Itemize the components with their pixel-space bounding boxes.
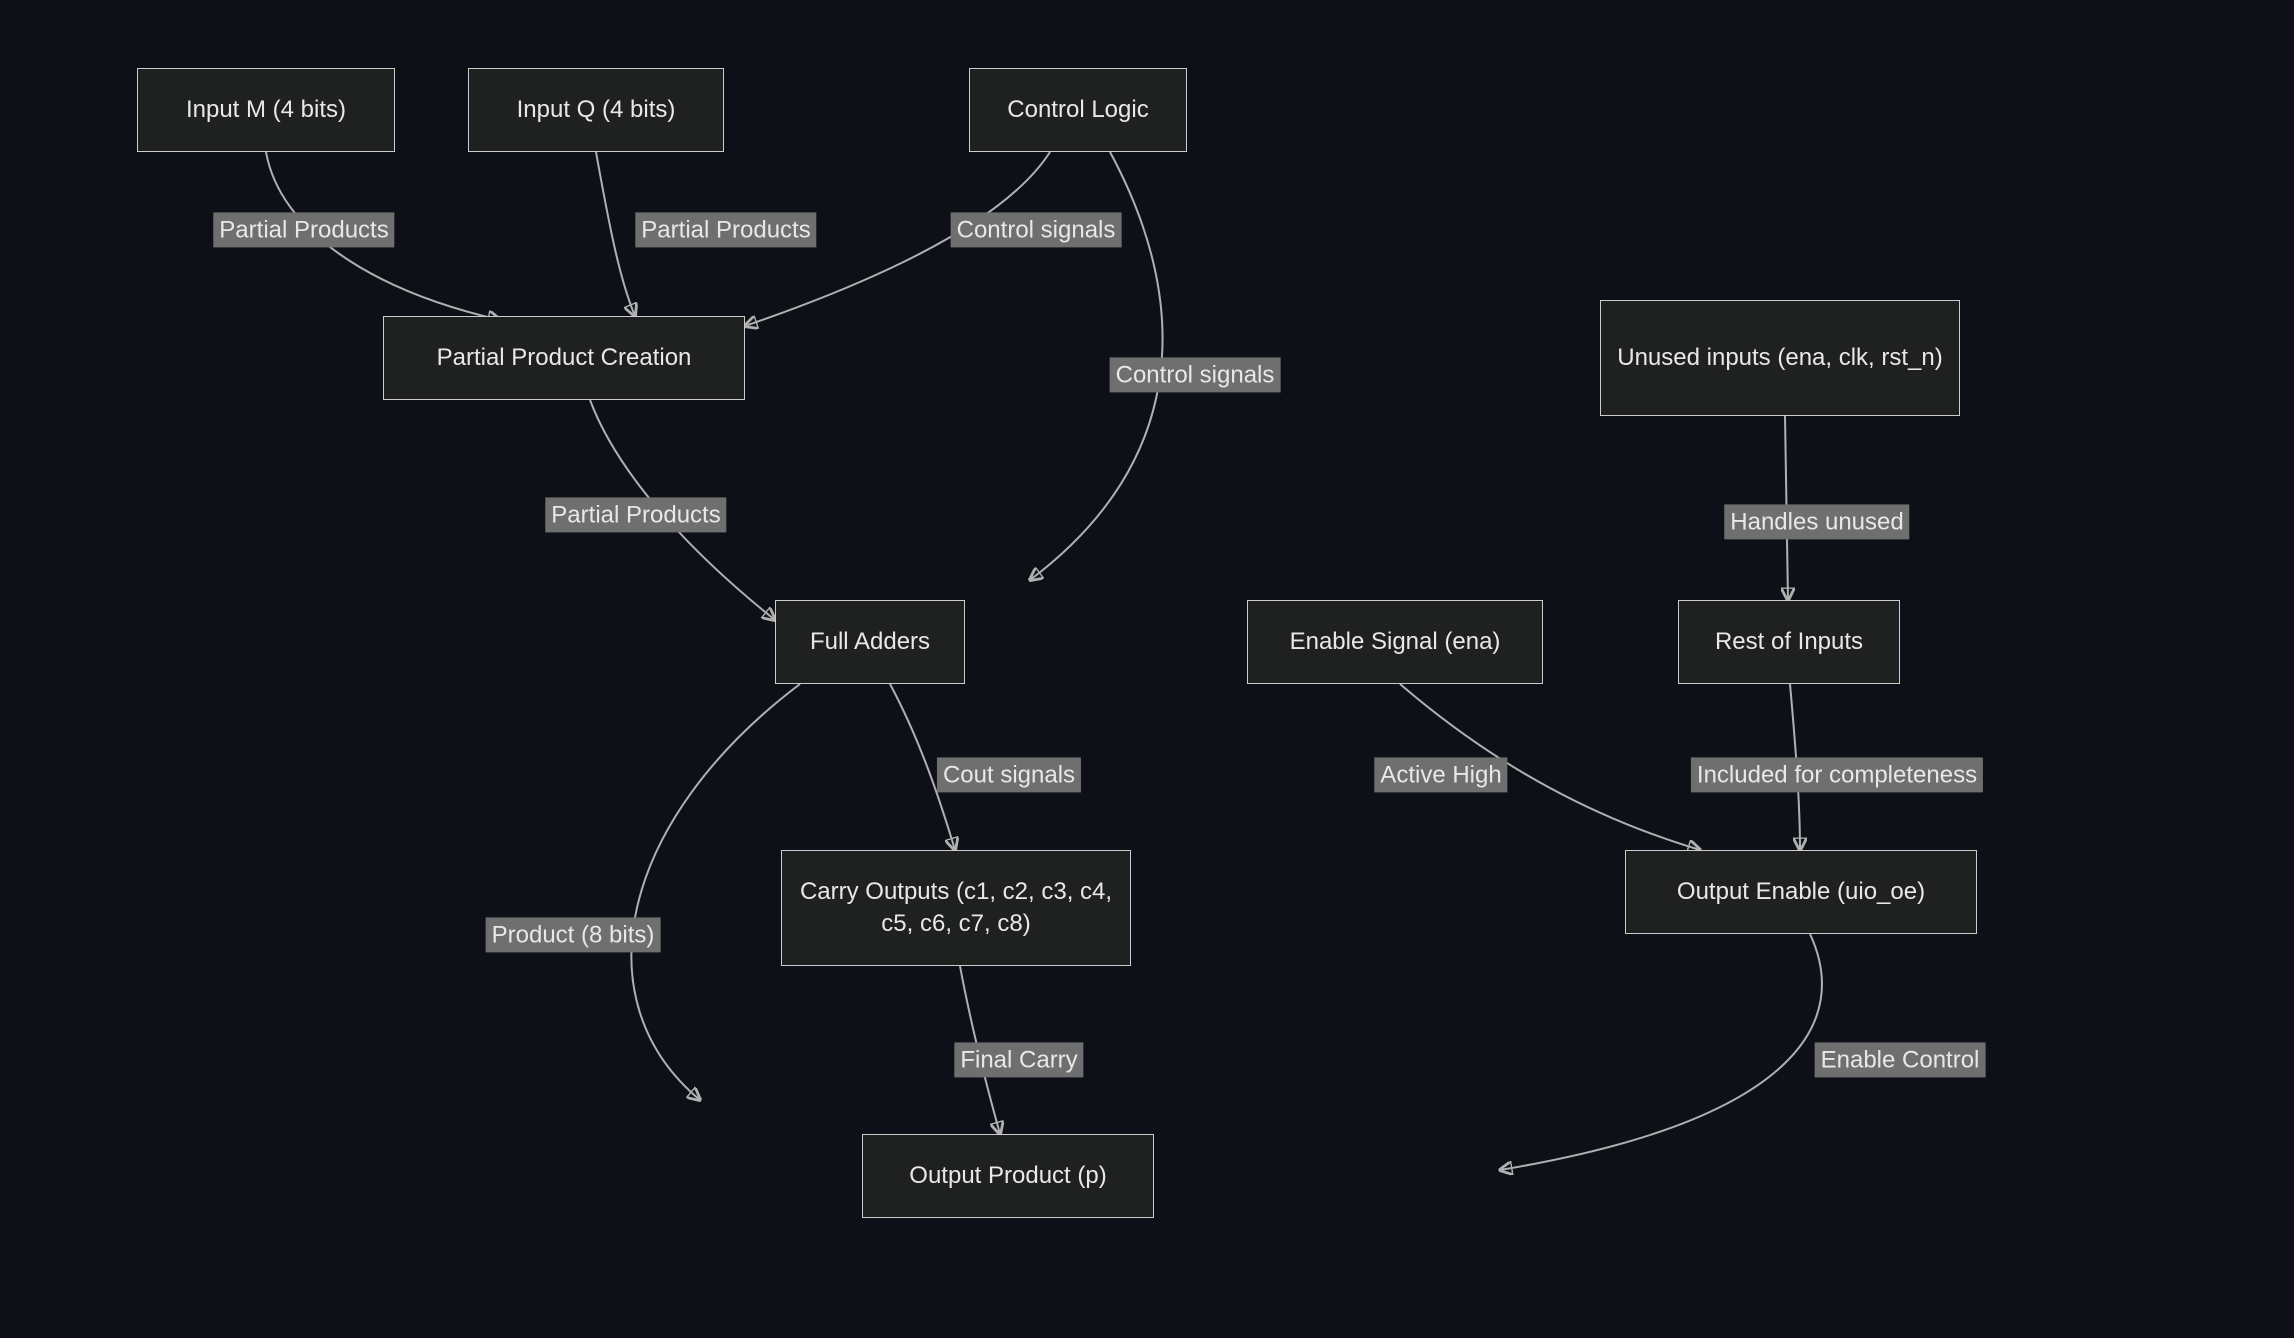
node-label: Partial Product Creation	[437, 342, 692, 374]
edge-label-ppc-fa: Partial Products	[545, 497, 726, 532]
edge-fa-product	[631, 684, 800, 1100]
node-carry: Carry Outputs (c1, c2, c3, c4, c5, c6, c…	[781, 850, 1131, 966]
edge-label-carry-product: Final Carry	[954, 1042, 1083, 1077]
node-fa: Full Adders	[775, 600, 965, 684]
edge-label-ctrl-ppc: Control signals	[951, 212, 1122, 247]
node-product: Output Product (p)	[862, 1134, 1154, 1218]
node-unused: Unused inputs (ena, clk, rst_n)	[1600, 300, 1960, 416]
node-label: Control Logic	[1007, 94, 1148, 126]
node-label: Output Product (p)	[909, 1160, 1106, 1192]
node-label: Input Q (4 bits)	[517, 94, 676, 126]
edge-label-unused-rest: Handles unused	[1724, 504, 1909, 539]
edge-label-fa-carry: Cout signals	[937, 757, 1081, 792]
node-rest: Rest of Inputs	[1678, 600, 1900, 684]
node-ena: Enable Signal (ena)	[1247, 600, 1543, 684]
edge-label-ena-oe: Active High	[1374, 757, 1507, 792]
node-label: Enable Signal (ena)	[1290, 626, 1501, 658]
edge-label-fa-product: Product (8 bits)	[486, 917, 661, 952]
edge-label-oe-product: Enable Control	[1815, 1042, 1986, 1077]
node-label: Output Enable (uio_oe)	[1677, 876, 1925, 908]
node-oe: Output Enable (uio_oe)	[1625, 850, 1977, 934]
edge-oe-product	[1500, 934, 1822, 1170]
node-label: Input M (4 bits)	[186, 94, 346, 126]
edge-label-inputQ-ppc: Partial Products	[635, 212, 816, 247]
edge-inputQ-ppc	[596, 152, 635, 316]
edge-label-inputM-ppc: Partial Products	[213, 212, 394, 247]
node-label: Unused inputs (ena, clk, rst_n)	[1617, 342, 1943, 374]
flowchart-canvas: Input M (4 bits) Input Q (4 bits) Control …	[0, 0, 2294, 1338]
node-label: Rest of Inputs	[1715, 626, 1863, 658]
node-ctrl: Control Logic	[969, 68, 1187, 152]
node-ppc: Partial Product Creation	[383, 316, 745, 400]
edge-label-ctrl-fa: Control signals	[1110, 357, 1281, 392]
node-inputM: Input M (4 bits)	[137, 68, 395, 152]
node-label: Carry Outputs (c1, c2, c3, c4, c5, c6, c…	[796, 876, 1116, 941]
edge-label-rest-oe: Included for completeness	[1691, 757, 1983, 792]
node-label: Full Adders	[810, 626, 930, 658]
node-inputQ: Input Q (4 bits)	[468, 68, 724, 152]
